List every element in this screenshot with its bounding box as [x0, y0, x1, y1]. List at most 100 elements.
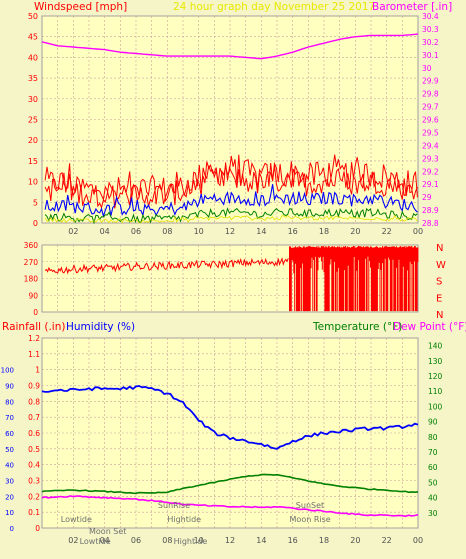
wind-calm-line	[44, 214, 418, 224]
rain-ytick-0.5: 0.5	[28, 445, 40, 454]
annotation-sunset-4: SunSet	[296, 501, 324, 510]
temp-ytick-40: 40	[428, 494, 438, 503]
direction-line	[44, 257, 289, 275]
climate-xtick-02: 02	[68, 536, 78, 545]
rain-ytick-0.8: 0.8	[28, 397, 40, 406]
wind-ytick-45: 45	[28, 33, 38, 42]
annotation-sunrise-2: SunRise	[158, 501, 190, 510]
humidity-ytick-30: 30	[5, 478, 14, 486]
wind-xtick-06: 06	[131, 227, 141, 236]
humidity-ytick-50: 50	[5, 446, 14, 454]
annotation-lowtide-6: Lowtide	[80, 537, 111, 546]
temp-ytick-120: 120	[428, 372, 443, 381]
baro-ytick-29.4: 29.4	[422, 141, 439, 150]
climate-xtick-06: 06	[131, 536, 141, 545]
direction-ytick-270: 270	[24, 258, 39, 267]
dewpoint-line	[41, 495, 419, 518]
climate-xtick-10: 10	[194, 536, 204, 545]
humidity-line	[41, 385, 419, 450]
rain-ytick-1.1: 1.1	[28, 350, 40, 359]
wind-ytick-15: 15	[28, 157, 38, 166]
baro-ytick-29.1: 29.1	[422, 180, 439, 189]
wind-xtick-16: 16	[288, 227, 298, 236]
rainfall-axis-label: Rainfall (.in)	[2, 321, 65, 333]
temp-ytick-130: 130	[428, 357, 443, 366]
humidity-axis-label: Humidity (%)	[66, 321, 135, 333]
annotation-lowtide-0: Lowtide	[61, 515, 92, 524]
compass-W-1: W	[436, 260, 446, 271]
wind-ytick-25: 25	[28, 116, 38, 125]
baro-ytick-30.3: 30.3	[422, 25, 439, 34]
baro-ytick-30.4: 30.4	[422, 12, 439, 21]
humidity-ytick-20: 20	[5, 493, 14, 501]
wind-ytick-50: 50	[28, 12, 38, 21]
compass-E-3: E	[436, 293, 442, 304]
wind-xtick-02: 02	[68, 227, 78, 236]
wind-xtick-10: 10	[194, 227, 204, 236]
rain-ytick-0.4: 0.4	[28, 461, 40, 470]
rain-ytick-0.1: 0.1	[28, 508, 40, 517]
direction-ytick-0: 0	[33, 308, 38, 317]
temp-ytick-110: 110	[428, 387, 443, 396]
humidity-ytick-100: 100	[1, 367, 14, 375]
wind-gust-line-2	[44, 162, 418, 209]
rain-ytick-0.2: 0.2	[28, 492, 40, 501]
annotation-hightide-7: Hightide	[174, 537, 208, 546]
wind-xtick-18: 18	[319, 227, 329, 236]
humidity-ytick-90: 90	[5, 383, 14, 391]
baro-ytick-29.3: 29.3	[422, 154, 439, 163]
baro-ytick-29.9: 29.9	[422, 77, 439, 86]
annotation-moon-set-1: Moon Set	[89, 527, 126, 536]
rain-ytick-1.2: 1.2	[28, 334, 40, 343]
rain-ytick-0.6: 0.6	[28, 429, 40, 438]
temp-ytick-30: 30	[428, 509, 438, 518]
baro-ytick-29.7: 29.7	[422, 103, 439, 112]
temperature-axis-label: Temperature (°F)	[312, 321, 402, 333]
temp-ytick-140: 140	[428, 342, 443, 351]
wind-xtick-04: 04	[100, 227, 110, 236]
climate-xtick-14: 14	[256, 536, 266, 545]
rain-ytick-0.9: 0.9	[28, 382, 40, 391]
baro-ytick-29.6: 29.6	[422, 116, 439, 125]
temp-ytick-60: 60	[428, 463, 438, 472]
wind-gust-line	[44, 154, 418, 210]
temp-ytick-50: 50	[428, 478, 438, 487]
climate-xtick-18: 18	[319, 536, 329, 545]
humidity-ytick-0: 0	[10, 525, 14, 533]
compass-N-4: N	[436, 310, 443, 321]
windspeed-axis-label: Windspeed [mph]	[34, 1, 127, 13]
graph-title: 24 hour graph day November 25 2017	[173, 1, 375, 13]
wind-ytick-30: 30	[28, 95, 38, 104]
humidity-ytick-80: 80	[5, 398, 14, 406]
wind-average-line	[44, 184, 418, 218]
wind-low-line	[44, 207, 418, 225]
wind-ytick-10: 10	[28, 178, 38, 187]
wind-ytick-35: 35	[28, 74, 38, 83]
temp-ytick-90: 90	[428, 418, 438, 427]
wind-xtick-08: 08	[162, 227, 172, 236]
wind-ytick-40: 40	[28, 53, 38, 62]
climate-xtick-12: 12	[225, 536, 235, 545]
baro-ytick-29.2: 29.2	[422, 167, 439, 176]
annotation-hightide-3: Hightide	[167, 515, 201, 524]
barometer-line	[41, 33, 419, 60]
annotation-moon-rise-5: Moon Rise	[290, 515, 331, 524]
baro-ytick-28.8: 28.8	[422, 219, 439, 228]
baro-ytick-29.8: 29.8	[422, 90, 439, 99]
direction-swing-bars	[289, 245, 419, 312]
baro-ytick-30.1: 30.1	[422, 51, 439, 60]
direction-ytick-180: 180	[24, 275, 39, 284]
wind-xtick-00: 00	[413, 227, 423, 236]
wind-xtick-22: 22	[382, 227, 392, 236]
baro-ytick-30.2: 30.2	[422, 38, 439, 47]
temp-ytick-100: 100	[428, 402, 443, 411]
climate-xtick-22: 22	[382, 536, 392, 545]
rain-ytick-0.3: 0.3	[28, 477, 40, 486]
compass-S-2: S	[436, 277, 442, 288]
climate-xtick-20: 20	[350, 536, 360, 545]
temp-ytick-70: 70	[428, 448, 438, 457]
humidity-ytick-10: 10	[5, 509, 14, 517]
wind-ytick-0: 0	[33, 219, 38, 228]
